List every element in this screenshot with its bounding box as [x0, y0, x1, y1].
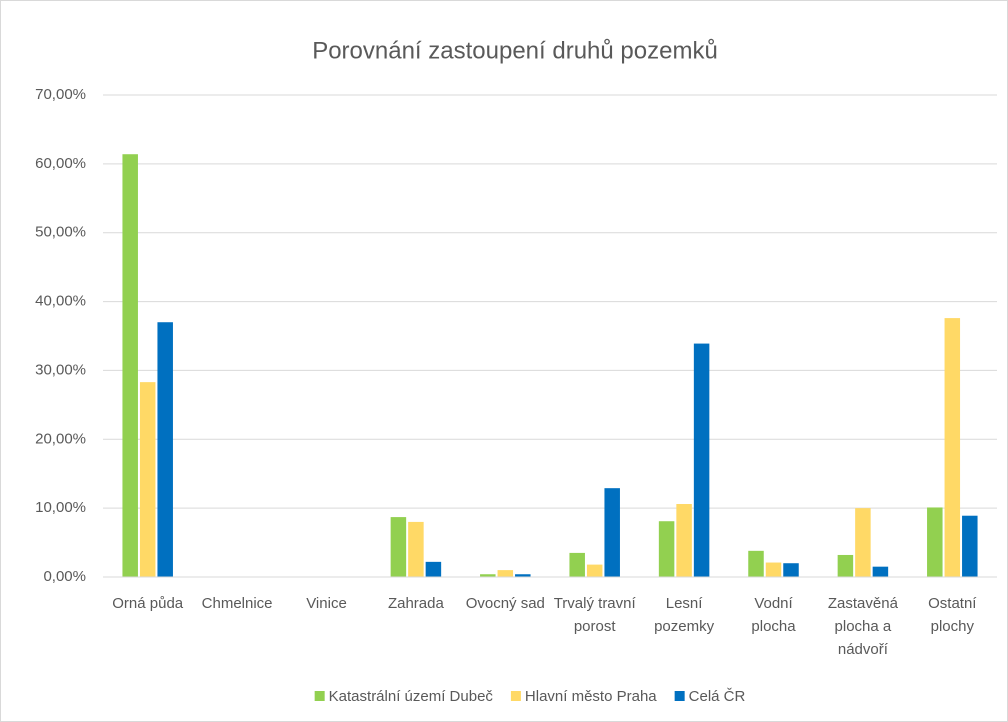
bar: [765, 562, 782, 577]
bar: [586, 564, 603, 577]
y-tick-label: 50,00%: [35, 224, 86, 241]
legend-label: Katastrální území Dubeč: [329, 688, 494, 705]
legend: Katastrální území Dubeč Hlavní město Prah…: [314, 688, 746, 705]
bar: [676, 504, 692, 577]
x-tick-label: Orná půda: [112, 595, 184, 612]
bar: [693, 343, 710, 577]
bar: [944, 318, 961, 577]
bar: [497, 570, 514, 577]
y-tick-label: 70,00%: [35, 86, 86, 103]
legend-swatch: [510, 691, 521, 701]
x-tick-label: Vinice: [306, 595, 347, 612]
bar: [872, 566, 889, 577]
x-tick-label: Chmelnice: [202, 595, 273, 612]
legend-label: Celá ČR: [689, 688, 746, 705]
bar: [962, 515, 978, 577]
x-tick-label: Ovocný sad: [466, 595, 545, 612]
bar: [408, 521, 424, 577]
legend-swatch: [314, 691, 325, 701]
bar: [139, 382, 156, 577]
bar: [122, 154, 138, 577]
y-tick-label: 30,00%: [35, 361, 86, 378]
bar: [157, 322, 173, 577]
y-tick-label: 20,00%: [35, 430, 86, 447]
bar: [480, 574, 496, 577]
bar: [604, 488, 620, 577]
x-tick-label: Ostatní plochy: [928, 595, 977, 635]
bar: [658, 521, 675, 577]
bar: [855, 508, 871, 577]
y-tick-label: 40,00%: [35, 293, 86, 310]
x-tick-label: Vodní plocha: [751, 595, 796, 635]
bar: [425, 561, 442, 577]
y-tick-label: 0,00%: [43, 568, 86, 585]
legend-swatch: [674, 691, 685, 701]
bar: [748, 550, 764, 577]
y-tick-label: 60,00%: [35, 155, 86, 172]
bar: [569, 552, 585, 577]
x-tick-label: Lesní pozemky: [654, 595, 715, 635]
bar: [837, 554, 854, 577]
bar: [783, 563, 799, 577]
legend-label: Hlavní město Praha: [525, 688, 657, 705]
x-tick-label: Trvalý travní porost: [554, 595, 637, 635]
x-tick-label: Zastavěná plocha a nádvoří: [828, 595, 899, 658]
y-tick-label: 10,00%: [35, 499, 86, 516]
bar: [390, 517, 407, 577]
bar: [515, 574, 531, 577]
bar: [927, 507, 943, 577]
chart-title: Porovnání zastoupení druhů pozemků: [312, 37, 718, 64]
x-tick-label: Zahrada: [388, 595, 445, 612]
